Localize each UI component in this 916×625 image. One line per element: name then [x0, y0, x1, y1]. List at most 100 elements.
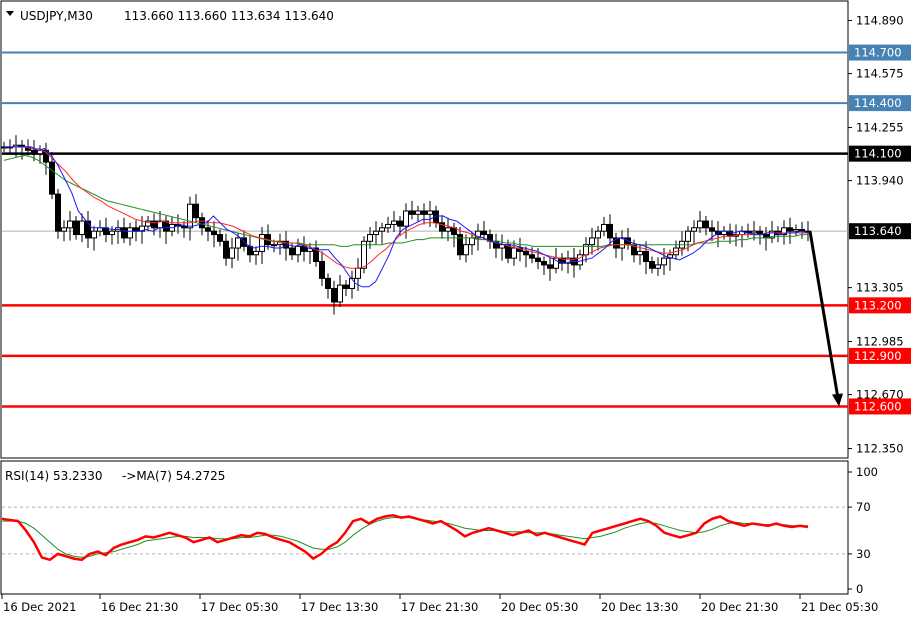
candle-body	[769, 230, 775, 239]
projection-arrow-line	[808, 230, 840, 399]
y-tick-label: 114.255	[856, 121, 904, 135]
y-tick-label: 113.305	[856, 281, 904, 295]
symbol-label: USDJPY,M30	[20, 9, 93, 23]
x-tick-label: 16 Dec 21:30	[101, 600, 178, 614]
ma-mid-line	[4, 146, 808, 269]
rsi-line	[1, 514, 809, 562]
candle-body	[337, 284, 343, 303]
candle-body	[367, 234, 373, 242]
rsi-tick-label: 100	[856, 465, 878, 479]
rsi-title: RSI(14) 53.2330	[5, 469, 103, 483]
candle-body	[247, 245, 253, 256]
y-tick-label: 112.985	[856, 335, 904, 349]
candle-body	[379, 227, 385, 232]
ohlc-readout: 113.660 113.660 113.634 113.640	[124, 9, 334, 23]
y-tick-label: 112.350	[856, 442, 904, 456]
candle-body	[577, 254, 583, 266]
candle-body	[661, 257, 667, 266]
y-tick-label: 112.670	[856, 388, 904, 402]
candle-body	[607, 223, 613, 239]
candle-body	[409, 210, 415, 215]
candle-body	[349, 277, 355, 289]
candle-body	[79, 220, 85, 236]
candle-body	[553, 257, 559, 269]
level-tag	[849, 347, 911, 364]
candle-body	[415, 210, 421, 215]
candle-body	[589, 237, 595, 246]
x-tick-label: 20 Dec 13:30	[601, 600, 678, 614]
candle-body	[433, 210, 439, 224]
y-tick-label: 114.890	[856, 14, 904, 28]
candle-body	[397, 220, 403, 227]
candle-body	[703, 220, 709, 229]
candle-body	[427, 210, 433, 215]
candle-body	[37, 149, 43, 155]
candle-body	[205, 227, 211, 232]
candle-body	[373, 230, 379, 236]
level-tag-label: 114.400	[854, 96, 902, 110]
candle-body	[229, 247, 235, 259]
candle-body	[223, 240, 229, 259]
candle-body	[643, 250, 649, 263]
level-tag	[849, 398, 911, 415]
candle-body	[457, 234, 463, 256]
candle-body	[163, 220, 169, 232]
level-tag-label: 114.700	[854, 46, 902, 60]
candle-body	[601, 223, 607, 232]
level-tag-label: 113.200	[854, 298, 902, 312]
candle-body	[793, 229, 799, 232]
candle-body	[319, 261, 325, 279]
candle-body	[289, 247, 295, 256]
candle-body	[127, 227, 133, 239]
candle-body	[49, 161, 55, 195]
candle-body	[73, 220, 79, 236]
candle-body	[391, 220, 397, 225]
rsi-tick-label: 0	[856, 582, 863, 596]
ma-slow-line	[3, 154, 808, 247]
candle-body	[439, 222, 445, 232]
level-tag-label: 112.900	[854, 349, 902, 363]
current-price-label: 113.640	[854, 224, 902, 238]
level-tag	[849, 145, 911, 162]
x-tick-label: 16 Dec 2021	[3, 600, 76, 614]
price-panel-frame	[0, 0, 849, 459]
candle-body	[31, 149, 37, 155]
candle-body	[619, 237, 625, 249]
candle-body	[151, 220, 157, 229]
triangle-down-icon[interactable]	[6, 11, 14, 16]
candle-body	[541, 261, 547, 266]
candle-body	[271, 244, 277, 247]
candle-body	[217, 234, 223, 242]
rsi-ma-label: ->MA(7) 54.2725	[122, 469, 225, 483]
candle-body	[325, 277, 331, 289]
candle-body	[343, 284, 349, 289]
candle-body	[133, 227, 139, 232]
candle-body	[445, 227, 451, 232]
candle-body	[355, 267, 361, 279]
candle-body	[109, 230, 115, 236]
rsi-plot	[1, 506, 848, 562]
candle-body	[385, 223, 391, 229]
price-plot	[1, 51, 848, 408]
candle-body	[67, 220, 73, 229]
candle-body	[691, 227, 697, 232]
level-tag	[849, 297, 911, 314]
x-tick-label: 20 Dec 21:30	[701, 600, 778, 614]
candle-body	[259, 234, 265, 252]
x-tick-label: 20 Dec 05:30	[501, 600, 578, 614]
candle-body	[181, 225, 187, 229]
level-tag	[849, 95, 911, 112]
candle-body	[331, 287, 337, 303]
candle-body	[709, 227, 715, 232]
rsi-panel-frame	[0, 460, 849, 595]
candle-body	[613, 237, 619, 249]
axes: 114.700 114.400 114.100 113.200 112.900 112.6…	[1, 14, 911, 614]
candle-body	[145, 220, 151, 227]
candle-body	[121, 227, 127, 239]
candle-body	[361, 240, 367, 269]
level-tag-label: 112.600	[854, 399, 902, 413]
candle-body	[787, 227, 793, 232]
candle-body	[199, 217, 205, 229]
candle-body	[139, 225, 145, 232]
